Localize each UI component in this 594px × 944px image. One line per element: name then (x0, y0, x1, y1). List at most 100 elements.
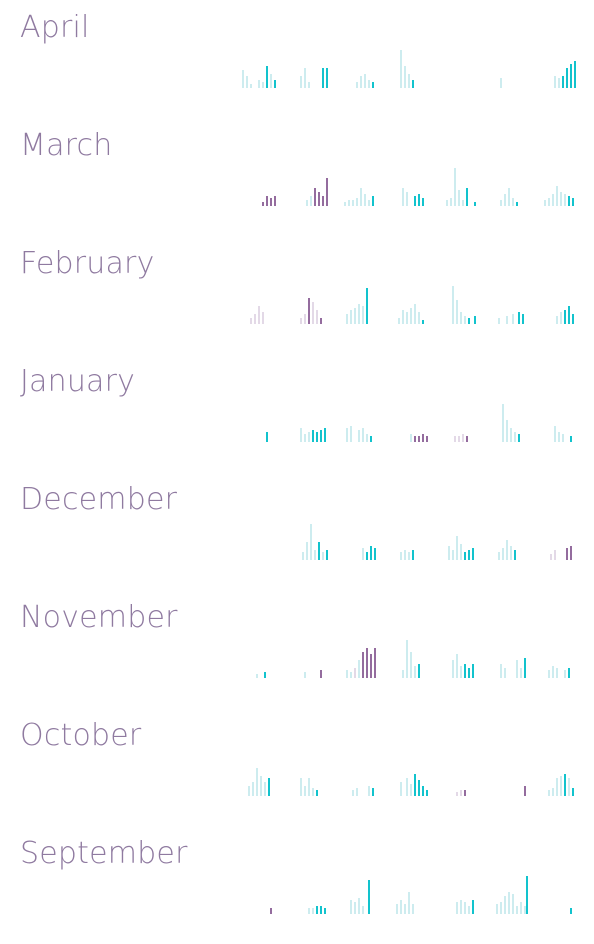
activity-bar (356, 82, 358, 88)
activity-bar (346, 428, 348, 442)
activity-bar (270, 908, 272, 914)
activity-bar (326, 178, 328, 206)
month-section-february: February (0, 236, 594, 354)
activity-bar (500, 78, 502, 88)
activity-bar (504, 194, 506, 206)
activity-bar (472, 664, 474, 678)
activity-bar (358, 898, 360, 914)
activity-bar (400, 900, 402, 914)
activity-bar (524, 786, 526, 796)
activity-bar (362, 306, 364, 324)
activity-bar (548, 790, 550, 796)
activity-bar (414, 666, 416, 678)
activity-bar (266, 196, 268, 206)
activity-bar (560, 192, 562, 206)
activity-bar (510, 428, 512, 442)
activity-bar (256, 674, 258, 678)
activity-bar (554, 76, 556, 88)
activity-bar (496, 904, 498, 914)
activity-bar (324, 908, 326, 914)
activity-bar (404, 66, 406, 88)
activity-bar (500, 664, 502, 678)
activity-bar (306, 542, 308, 560)
month-section-september: September (0, 826, 594, 944)
activity-bar (564, 670, 566, 678)
activity-bar (410, 652, 412, 678)
activity-bar (474, 316, 476, 324)
activity-bar (572, 198, 574, 206)
activity-bar (406, 640, 408, 678)
activity-bar (406, 312, 408, 324)
activity-bar (456, 300, 458, 324)
activity-bar (404, 904, 406, 914)
activity-bar (366, 434, 368, 442)
activity-bar (568, 196, 570, 206)
activity-bar (318, 192, 320, 206)
activity-bar (506, 316, 508, 324)
month-label-february: February (20, 246, 155, 281)
activity-bar (260, 776, 262, 796)
activity-bar (346, 670, 348, 678)
activity-bar (254, 314, 256, 324)
activity-bar (522, 314, 524, 324)
activity-bar (512, 314, 514, 324)
activity-bar (308, 82, 310, 88)
activity-bar (560, 776, 562, 796)
activity-bar (316, 790, 318, 796)
activity-bar (274, 196, 276, 206)
activity-bar (300, 428, 302, 442)
activity-bar (512, 894, 514, 914)
activity-bar (414, 436, 416, 442)
activity-bar (500, 200, 502, 206)
activity-bar (464, 664, 466, 678)
activity-bar (264, 782, 266, 796)
activity-bar (544, 200, 546, 206)
activity-bar (358, 430, 360, 442)
activity-bar (304, 68, 306, 88)
activity-bar (324, 428, 326, 442)
activity-bar (564, 774, 566, 796)
activity-bar (370, 546, 372, 560)
month-label-january: January (20, 364, 136, 399)
activity-bar (570, 436, 572, 442)
activity-bar (572, 788, 574, 796)
activity-bar (368, 80, 370, 88)
activity-bar (556, 186, 558, 206)
activity-bar (350, 900, 352, 914)
activity-bar (512, 198, 514, 206)
activity-bar (570, 546, 572, 560)
activity-bar (462, 200, 464, 206)
activity-bar (312, 302, 314, 324)
activity-bar (408, 74, 410, 88)
activity-bar (464, 316, 466, 324)
activity-bar (320, 318, 322, 324)
activity-bar (548, 670, 550, 678)
activity-bar (374, 548, 376, 560)
activity-bar (426, 436, 428, 442)
activity-sparkline-february (250, 286, 574, 324)
activity-bar (556, 316, 558, 324)
activity-bar (516, 906, 518, 914)
activity-bar (460, 312, 462, 324)
activity-bar (460, 900, 462, 914)
activity-bar (552, 666, 554, 678)
activity-bar (358, 304, 360, 324)
activity-bar (458, 436, 460, 442)
activity-bar (406, 778, 408, 796)
activity-bar (270, 198, 272, 206)
activity-bar (252, 782, 254, 796)
activity-bar (524, 906, 526, 914)
activity-bar (554, 550, 556, 560)
activity-bar (518, 312, 520, 324)
activity-bar (418, 194, 420, 206)
activity-bar (274, 80, 276, 88)
activity-bar (362, 652, 364, 678)
activity-bar (452, 550, 454, 560)
activity-bar (350, 310, 352, 324)
activity-bar (468, 550, 470, 560)
activity-bar (550, 554, 552, 560)
activity-bar (258, 80, 260, 88)
activity-bar (516, 202, 518, 206)
activity-sparkline-march (262, 168, 574, 206)
activity-bar (418, 780, 420, 796)
